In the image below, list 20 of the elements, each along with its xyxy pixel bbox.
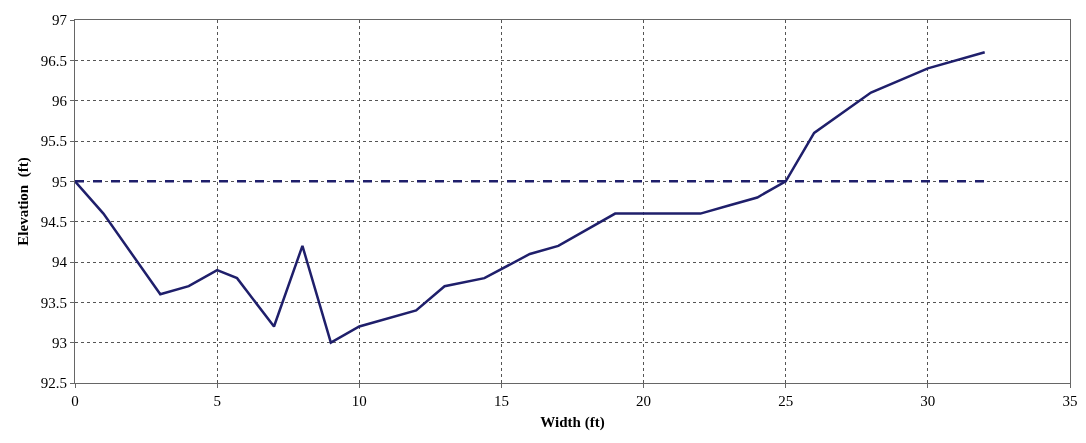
x-tick-label: 25 xyxy=(778,393,794,409)
x-tick-label: 15 xyxy=(493,393,509,409)
y-tick-label: 92.5 xyxy=(40,375,67,392)
y-tick-label: 95.5 xyxy=(40,133,67,150)
y-tick-label: 94 xyxy=(52,254,68,271)
y-tick-label: 95 xyxy=(52,173,67,190)
x-axis-title: Width (ft) xyxy=(540,414,605,431)
y-tick-label: 93.5 xyxy=(40,294,67,311)
x-tick-label: 35 xyxy=(1062,393,1078,409)
x-tick-label: 10 xyxy=(351,393,367,409)
y-tick-label: 97 xyxy=(52,12,68,29)
y-tick-label: 96 xyxy=(52,92,68,109)
y-axis-title: Elevation (ft) xyxy=(15,157,32,246)
x-tick-label: 5 xyxy=(213,393,221,409)
y-tick-label: 96.5 xyxy=(40,52,67,69)
x-tick-label: 0 xyxy=(71,393,79,409)
y-tick-label: 94.5 xyxy=(40,213,67,230)
y-tick-label: 93 xyxy=(52,334,67,351)
x-tick-label: 20 xyxy=(636,393,652,409)
x-tick-label: 30 xyxy=(920,393,936,409)
